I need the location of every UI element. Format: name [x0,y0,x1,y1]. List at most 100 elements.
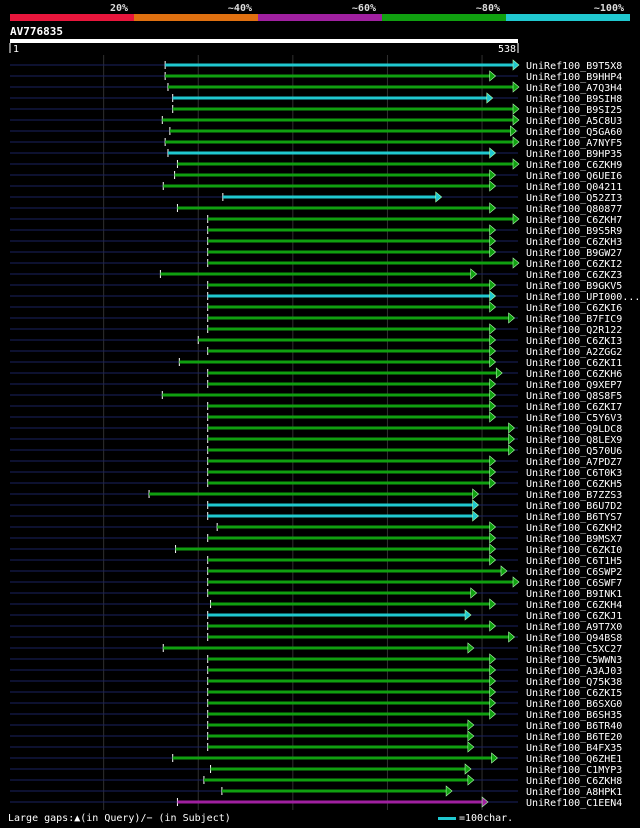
hit-label[interactable]: UniRef100_Q6UEI6 [526,171,622,182]
hit-label[interactable]: UniRef100_Q52ZI3 [526,193,622,204]
hit-label[interactable]: UniRef100_B9HHP4 [526,72,622,83]
hit-label[interactable]: UniRef100_A2ZGG2 [526,347,622,358]
hit-label[interactable]: UniRef100_B9MSX7 [526,534,622,545]
hit-label[interactable]: UniRef100_B9GKV5 [526,281,622,292]
hit-label[interactable]: UniRef100_B6TR40 [526,721,622,732]
hit-label[interactable]: UniRef100_C6ZKH7 [526,215,622,226]
hit-row[interactable]: UniRef100_C6ZKH4 [10,598,622,611]
hit-label[interactable]: UniRef100_Q8LEX9 [526,435,622,446]
hit-row[interactable]: UniRef100_B6SH35 [10,708,622,721]
hit-row[interactable]: UniRef100_A2ZGG2 [10,345,622,358]
hit-label[interactable]: UniRef100_C6ZKH2 [526,523,622,534]
hit-row[interactable]: UniRef100_C6ZKI2 [10,257,622,270]
hit-row[interactable]: UniRef100_B6TE20 [10,730,622,743]
hit-label[interactable]: UniRef100_C5WWN3 [526,655,622,666]
hit-label[interactable]: UniRef100_C6ZKH3 [526,237,622,248]
hit-row[interactable]: UniRef100_Q2R122 [10,323,622,336]
hit-label[interactable]: UniRef100_Q6ZHE1 [526,754,622,765]
hit-label[interactable]: UniRef100_B9SI25 [526,105,622,116]
hit-label[interactable]: UniRef100_B9HP35 [526,149,622,160]
hit-row[interactable]: UniRef100_C5Y6V3 [10,411,622,424]
hit-label[interactable]: UniRef100_C5XC27 [526,644,622,655]
hit-row[interactable]: UniRef100_A8HPK1 [10,785,622,798]
hit-row[interactable]: UniRef100_B7FIC9 [10,312,622,325]
hit-row[interactable]: UniRef100_A7NYF5 [10,136,622,149]
hit-label[interactable]: UniRef100_Q94BS8 [526,633,622,644]
hit-row[interactable]: UniRef100_B9GW27 [10,246,622,259]
hit-row[interactable]: UniRef100_C1EEN4 [10,796,622,809]
hit-label[interactable]: UniRef100_Q75K38 [526,677,622,688]
hit-row[interactable]: UniRef100_C6ZKH8 [10,774,622,787]
hit-row[interactable]: UniRef100_C6ZKH5 [10,477,622,490]
hit-label[interactable]: UniRef100_C6ZKI5 [526,688,622,699]
hit-row[interactable]: UniRef100_C6ZKZ3 [10,268,622,281]
hit-row[interactable]: UniRef100_C6ZKH2 [10,521,622,534]
hit-row[interactable]: UniRef100_Q6UEI6 [10,169,622,182]
hit-label[interactable]: UniRef100_B9GW27 [526,248,622,259]
hit-row[interactable]: UniRef100_Q94BS8 [10,631,622,644]
hit-row[interactable]: UniRef100_B9HHP4 [10,70,622,83]
hit-row[interactable]: UniRef100_Q80877 [10,202,622,215]
hit-row[interactable]: UniRef100_Q570U6 [10,444,622,457]
hit-row[interactable]: UniRef100_C5XC27 [10,642,622,655]
hit-label[interactable]: UniRef100_C6ZKI3 [526,336,622,347]
hit-label[interactable]: UniRef100_B9SIH8 [526,94,622,105]
hit-label[interactable]: UniRef100_C6SWP2 [526,567,622,578]
hit-row[interactable]: UniRef100_B9HP35 [10,147,622,160]
hit-row[interactable]: UniRef100_UPI000... [10,290,640,303]
hit-label[interactable]: UniRef100_B9S5R9 [526,226,622,237]
hit-row[interactable]: UniRef100_B9T5X8 [10,59,622,72]
hit-label[interactable]: UniRef100_B6TYS7 [526,512,622,523]
hit-row[interactable]: UniRef100_Q6ZHE1 [10,752,622,765]
hit-row[interactable]: UniRef100_B4FX35 [10,741,622,754]
hit-label[interactable]: UniRef100_B6SXG0 [526,699,622,710]
hit-label[interactable]: UniRef100_C6ZKI2 [526,259,622,270]
hit-label[interactable]: UniRef100_B7ZZS3 [526,490,622,501]
hit-label[interactable]: UniRef100_Q9XEP7 [526,380,622,391]
hit-row[interactable]: UniRef100_A5C8U3 [10,114,622,127]
hit-row[interactable]: UniRef100_B6TR40 [10,719,622,732]
hit-label[interactable]: UniRef100_Q570U6 [526,446,622,457]
hit-row[interactable]: UniRef100_C6ZKH3 [10,235,622,248]
hit-row[interactable]: UniRef100_C1MYP3 [10,763,622,776]
hit-label[interactable]: UniRef100_A7PDZ7 [526,457,622,468]
hit-label[interactable]: UniRef100_A7NYF5 [526,138,622,149]
hit-row[interactable]: UniRef100_C6T1H5 [10,554,622,567]
hit-label[interactable]: UniRef100_C6ZKI1 [526,358,622,369]
hit-row[interactable]: UniRef100_C6ZKI1 [10,356,622,369]
hit-row[interactable]: UniRef100_Q9XEP7 [10,378,622,391]
hit-row[interactable]: UniRef100_A9T7X0 [10,620,622,633]
hit-row[interactable]: UniRef100_Q52ZI3 [10,191,622,204]
hit-row[interactable]: UniRef100_C6ZKI7 [10,400,622,413]
hit-label[interactable]: UniRef100_B9T5X8 [526,61,622,72]
hit-label[interactable]: UniRef100_Q5GA60 [526,127,622,138]
hit-label[interactable]: UniRef100_C6ZKI7 [526,402,622,413]
hit-row[interactable]: UniRef100_C6ZKH6 [10,367,622,380]
hit-row[interactable]: UniRef100_C6ZKH7 [10,213,622,226]
hit-row[interactable]: UniRef100_C6ZKH9 [10,158,622,171]
hit-label[interactable]: UniRef100_C1EEN4 [526,798,622,809]
hit-label[interactable]: UniRef100_UPI000... [526,292,640,303]
hit-label[interactable]: UniRef100_B4FX35 [526,743,622,754]
hit-label[interactable]: UniRef100_Q2R122 [526,325,622,336]
hit-label[interactable]: UniRef100_C6ZKH4 [526,600,622,611]
hit-row[interactable]: UniRef100_B9S5R9 [10,224,622,237]
hit-row[interactable]: UniRef100_C6T0K3 [10,466,622,479]
hit-label[interactable]: UniRef100_A8HPK1 [526,787,622,798]
hit-label[interactable]: UniRef100_C6ZKH8 [526,776,622,787]
hit-label[interactable]: UniRef100_C6SWF7 [526,578,622,589]
hit-row[interactable]: UniRef100_C6ZKI6 [10,301,622,314]
hit-label[interactable]: UniRef100_B6TE20 [526,732,622,743]
hit-label[interactable]: UniRef100_C6ZKJ1 [526,611,622,622]
hit-row[interactable]: UniRef100_B9INK1 [10,587,622,600]
hit-label[interactable]: UniRef100_A9T7X0 [526,622,622,633]
hit-row[interactable]: UniRef100_B9MSX7 [10,532,622,545]
hit-row[interactable]: UniRef100_Q75K38 [10,675,622,688]
hit-row[interactable]: UniRef100_C6SWF7 [10,576,622,589]
hit-label[interactable]: UniRef100_A3AJ03 [526,666,622,677]
hit-row[interactable]: UniRef100_Q8LEX9 [10,433,622,446]
hit-label[interactable]: UniRef100_C6ZKI6 [526,303,622,314]
hit-row[interactable]: UniRef100_Q5GA60 [10,125,622,138]
hit-row[interactable]: UniRef100_C6ZKI0 [10,543,622,556]
hit-row[interactable]: UniRef100_C5WWN3 [10,653,622,666]
